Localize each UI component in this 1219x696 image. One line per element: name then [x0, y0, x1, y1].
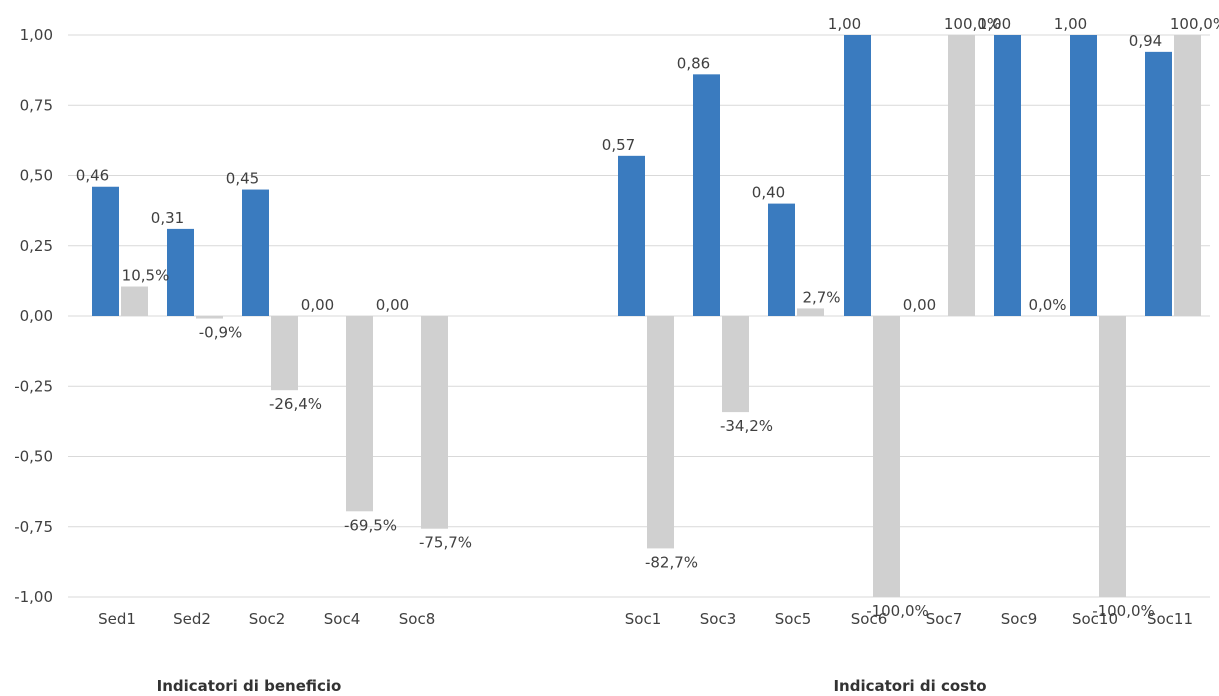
data-label: 1,00 [828, 15, 861, 33]
data-label: -69,5% [344, 516, 397, 534]
y-tick-label: -1,00 [14, 588, 53, 606]
data-label: 0,86 [677, 54, 710, 72]
data-label: -26,4% [269, 395, 322, 413]
bar-series-2 [121, 286, 148, 316]
x-tick-label: Soc9 [1001, 610, 1038, 628]
bar-series-1 [618, 155, 645, 316]
x-tick-label: Soc7 [926, 610, 963, 628]
x-tick-label: Soc1 [625, 610, 662, 628]
bar-series-1 [1145, 51, 1172, 317]
data-label: -34,2% [720, 417, 773, 435]
bar-series-2 [647, 316, 674, 549]
data-label: 100,0% [944, 15, 1001, 33]
data-label: 1,00 [1054, 15, 1087, 33]
bar-series-2 [421, 316, 448, 529]
y-tick-label: 0,25 [20, 237, 53, 255]
x-tick-label: Soc6 [851, 610, 888, 628]
data-label: -75,7% [419, 534, 472, 552]
group-label-benefit: Indicatori di beneficio [156, 677, 342, 695]
data-label: 10,5% [122, 266, 170, 284]
bar-series-2 [1174, 35, 1201, 316]
bar-series-1 [242, 189, 269, 316]
bar-series-1 [844, 35, 871, 316]
data-label: 0,0% [1028, 296, 1066, 314]
bar-series-1 [994, 35, 1021, 316]
data-label: 0,57 [602, 136, 635, 154]
y-tick-label: 0,50 [20, 167, 53, 185]
bar-series-1 [693, 74, 720, 316]
y-tick-label: -0,25 [14, 377, 53, 395]
data-label: 2,7% [802, 288, 840, 306]
y-tick-label: 0,75 [20, 96, 53, 114]
x-tick-label: Soc4 [324, 610, 361, 628]
y-tick-label: 1,00 [20, 26, 53, 44]
x-tick-label: Soc2 [249, 610, 286, 628]
bar-series-2 [873, 316, 900, 597]
y-tick-label: -0,50 [14, 448, 53, 466]
data-label: 0,46 [76, 167, 109, 185]
bar-series-1 [92, 186, 119, 316]
bar-series-1 [167, 228, 194, 316]
bar-series-2 [196, 316, 223, 319]
data-label: 0,40 [752, 184, 785, 202]
data-label: 0,31 [151, 209, 184, 227]
x-tick-label: Soc3 [700, 610, 737, 628]
data-label: 0,00 [376, 296, 409, 314]
y-tick-label: -0,75 [14, 518, 53, 536]
bar-series-2 [346, 316, 373, 512]
bar-series-1 [1070, 35, 1097, 316]
x-tick-label: Sed1 [98, 610, 136, 628]
data-label: -0,9% [199, 324, 243, 342]
data-label: 0,94 [1129, 32, 1162, 50]
y-tick-label: 0,00 [20, 307, 53, 325]
bar-series-1 [768, 203, 795, 316]
x-tick-label: Sed2 [173, 610, 211, 628]
data-label: -100,0% [866, 602, 929, 620]
data-label: 100,0% [1170, 15, 1219, 33]
data-label: 0,00 [301, 296, 334, 314]
bar-series-2 [948, 35, 975, 316]
x-tick-label: Soc11 [1147, 610, 1193, 628]
data-label: 0,45 [226, 170, 259, 188]
bar-series-2 [1099, 316, 1126, 597]
x-tick-label: Soc5 [775, 610, 812, 628]
x-tick-label: Soc10 [1072, 610, 1118, 628]
bar-series-2 [271, 316, 298, 391]
x-tick-label: Soc8 [399, 610, 436, 628]
group-label-cost: Indicatori di costo [833, 677, 987, 695]
data-label: 1,00 [978, 15, 1011, 33]
data-label: -100,0% [1092, 602, 1155, 620]
bar-series-2 [797, 308, 824, 316]
bar-series-2 [722, 316, 749, 413]
data-label: -82,7% [645, 553, 698, 571]
data-label: 0,00 [903, 296, 936, 314]
